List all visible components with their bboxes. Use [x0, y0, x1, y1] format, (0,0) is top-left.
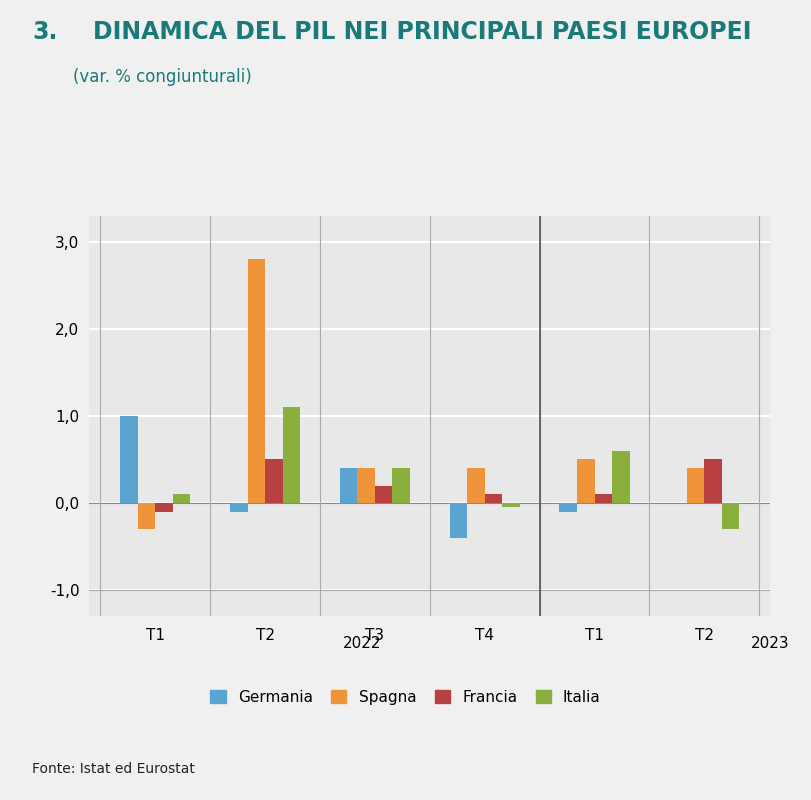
Text: 2022: 2022 [342, 636, 381, 651]
Bar [393, 468, 410, 503]
Bar [577, 459, 594, 503]
Legend: Germania, Spagna, Francia, Italia: Germania, Spagna, Francia, Italia [203, 682, 608, 712]
Bar [120, 416, 138, 503]
Bar [265, 459, 283, 503]
Bar [340, 468, 358, 503]
Text: Fonte: Istat ed Eurostat: Fonte: Istat ed Eurostat [32, 762, 195, 776]
Bar [247, 259, 265, 503]
Bar [612, 450, 629, 503]
Text: 2023: 2023 [751, 636, 790, 651]
Bar [156, 503, 173, 512]
Bar [502, 503, 520, 507]
Bar [358, 468, 375, 503]
Text: DINAMICA DEL PIL NEI PRINCIPALI PAESI EUROPEI: DINAMICA DEL PIL NEI PRINCIPALI PAESI EU… [93, 20, 752, 44]
Text: 3.: 3. [32, 20, 58, 44]
Bar [704, 459, 722, 503]
Text: (var. % congiunturali): (var. % congiunturali) [73, 68, 251, 86]
Bar [485, 494, 502, 503]
Bar [230, 503, 247, 512]
Bar [722, 503, 740, 529]
Bar [449, 503, 467, 538]
Bar [283, 407, 300, 503]
Bar [687, 468, 704, 503]
Bar [467, 468, 485, 503]
Bar [560, 503, 577, 512]
Bar [173, 494, 191, 503]
Bar [138, 503, 156, 529]
Bar [375, 486, 393, 503]
Bar [594, 494, 612, 503]
